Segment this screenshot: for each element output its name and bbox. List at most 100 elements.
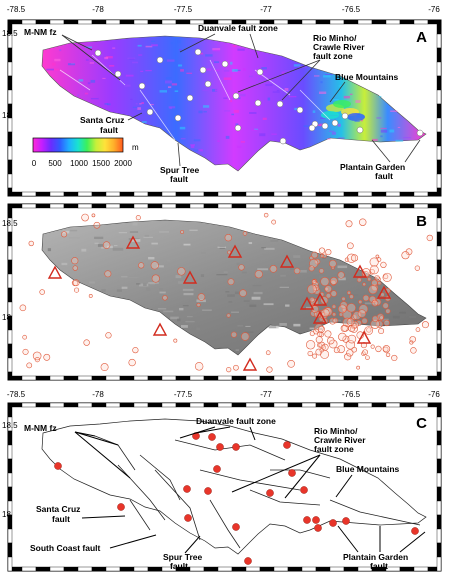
earthquake-circle <box>102 241 111 249</box>
frame-segment <box>357 402 373 408</box>
label-south-coast: South Coast fault <box>30 543 101 553</box>
earthquake-circle <box>74 287 80 293</box>
earthquake-circle <box>410 347 417 354</box>
earthquake-circle <box>369 257 379 267</box>
frame-segment <box>413 203 429 209</box>
relief-speckle <box>252 284 262 287</box>
earthquake-circle <box>307 284 317 295</box>
frame-segment <box>301 375 317 381</box>
topo-speckle <box>320 81 323 84</box>
topo-speckle <box>223 69 230 72</box>
frame-segment <box>259 402 275 408</box>
frame-segment <box>7 357 13 373</box>
frame-segment <box>105 566 121 572</box>
fault-trace <box>209 499 241 549</box>
station-marker <box>234 124 242 132</box>
topo-speckle <box>380 127 387 129</box>
earthquake-circle <box>265 350 271 356</box>
station-triangle <box>356 330 372 344</box>
frame-segment <box>436 486 442 502</box>
station-markers <box>94 48 424 145</box>
frame-segment <box>436 145 442 161</box>
earthquake-circle <box>358 304 369 314</box>
earthquake-circle <box>313 328 319 335</box>
earthquake-circle <box>385 308 391 314</box>
topo-speckle <box>206 156 213 159</box>
frame-segment <box>301 566 317 572</box>
panel-a-letter: A <box>416 29 427 46</box>
frame-segment <box>436 173 442 189</box>
earthquake-circle <box>361 317 368 325</box>
frame-segment <box>399 402 415 408</box>
relief-speckle <box>235 349 239 351</box>
topo-texture <box>46 40 411 159</box>
relief-speckle <box>157 308 167 310</box>
earthquake-circle <box>242 231 248 236</box>
earthquake-circle <box>328 339 338 349</box>
colorbar: 0 500 1000 1500 2000 m <box>32 137 139 168</box>
label-plantain-2: fault <box>370 561 388 571</box>
relief-speckle <box>61 265 66 267</box>
earthquake-circle <box>180 230 185 234</box>
label-rio-1: Rio Minho/ <box>314 426 358 436</box>
topo-speckle <box>262 117 267 120</box>
station-dot <box>329 519 337 527</box>
topo-speckle <box>294 107 298 111</box>
relief-speckle <box>223 271 228 273</box>
earthquake-circle <box>266 366 273 373</box>
relief-speckle <box>177 318 181 322</box>
earthquake-circle <box>351 347 357 353</box>
relief-speckle <box>231 311 240 314</box>
earthquake-circle <box>327 336 335 345</box>
frame-segment <box>287 19 303 25</box>
topo-speckle <box>214 69 220 72</box>
relief-speckle <box>81 248 87 252</box>
relief-speckle <box>166 259 171 262</box>
earthquake-circle <box>369 268 375 275</box>
relief-speckle <box>201 252 206 254</box>
frame-segment <box>7 371 13 381</box>
topo-speckle <box>318 91 327 94</box>
topo-speckle <box>212 88 218 92</box>
earthquake-circle <box>72 279 80 287</box>
frame-segment <box>273 375 289 381</box>
earthquake-circle <box>332 317 339 324</box>
earthquake-circle <box>81 213 89 222</box>
frame-segment <box>287 566 303 572</box>
relief-speckle <box>185 320 195 323</box>
earthquake-circle <box>371 284 379 291</box>
topo-speckle <box>231 69 238 72</box>
topo-speckle <box>325 74 333 76</box>
relief-speckle <box>306 306 312 310</box>
label-rio-3: fault zone <box>313 51 353 61</box>
fault-trace <box>209 59 231 101</box>
frame-segment <box>91 191 107 197</box>
panel-c-arrows <box>74 426 426 554</box>
earthquake-circle <box>71 257 79 265</box>
relief-speckle <box>178 281 185 284</box>
frame-segment <box>7 145 13 161</box>
panel-c-map-frame-ticks <box>7 402 442 572</box>
label-spur-tree-1: Spur Tree <box>160 165 199 175</box>
frame-segment <box>231 375 247 381</box>
topo-speckle <box>338 137 345 139</box>
topo-speckle <box>303 125 312 127</box>
earthquake-circle <box>358 299 363 304</box>
label-santa-cruz-1: Santa Cruz <box>36 504 80 514</box>
fault-trace <box>139 454 181 501</box>
station-triangle <box>182 270 198 284</box>
frame-segment <box>436 273 442 289</box>
topo-speckle <box>214 61 220 64</box>
frame-segment <box>436 203 442 219</box>
topo-speckle <box>230 99 233 103</box>
earthquake-circle <box>414 265 421 271</box>
station-triangle <box>299 296 315 310</box>
frame-segment <box>35 19 51 25</box>
colorbar-tick-1000: 1000 <box>70 159 88 168</box>
frame-segment <box>357 203 373 209</box>
panel-a: A 0 500 1000 1500 2000 m M-NM fz Duanval… <box>7 19 442 197</box>
earthquake-circle <box>269 265 278 273</box>
relief-speckle <box>364 302 375 305</box>
earthquake-circle <box>311 279 317 285</box>
frame-segment <box>436 75 442 91</box>
